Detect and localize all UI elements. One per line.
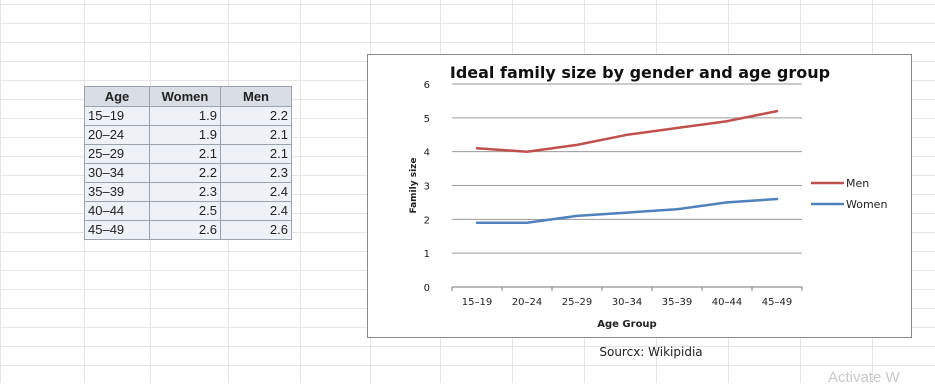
cell-age[interactable]: 15–19 bbox=[84, 106, 150, 126]
cell-men[interactable]: 2.3 bbox=[220, 163, 292, 183]
cell-age[interactable]: 25–29 bbox=[84, 144, 150, 164]
header-women[interactable]: Women bbox=[149, 86, 221, 107]
x-tick-label: 45–49 bbox=[762, 297, 792, 308]
y-tick-label: 6 bbox=[424, 80, 430, 91]
table-row: 40–44 2.5 2.4 bbox=[84, 201, 292, 221]
table-row: 25–29 2.1 2.1 bbox=[84, 144, 292, 164]
table-row: 30–34 2.2 2.3 bbox=[84, 163, 292, 183]
legend-label: Men bbox=[846, 177, 869, 190]
cell-men[interactable]: 2.1 bbox=[220, 144, 292, 164]
cell-age[interactable]: 30–34 bbox=[84, 163, 150, 183]
series-line-men bbox=[475, 109, 779, 153]
cell-men[interactable]: 2.2 bbox=[220, 106, 292, 126]
x-tick-label: 25–29 bbox=[562, 297, 592, 308]
y-tick-label: 4 bbox=[424, 148, 430, 159]
x-tick-label: 35–39 bbox=[662, 297, 692, 308]
cell-men[interactable]: 2.1 bbox=[220, 125, 292, 145]
legend-label: Women bbox=[846, 198, 887, 211]
x-tick-label: 20–24 bbox=[512, 297, 542, 308]
chart-object[interactable]: Ideal family size by gender and age grou… bbox=[367, 54, 912, 338]
cell-age[interactable]: 20–24 bbox=[84, 125, 150, 145]
y-tick-label: 2 bbox=[424, 215, 430, 226]
cell-age[interactable]: 35–39 bbox=[84, 182, 150, 202]
x-axis-label: Age Group bbox=[597, 319, 656, 330]
y-tick-label: 1 bbox=[424, 249, 430, 260]
x-tick-label: 30–34 bbox=[612, 297, 642, 308]
cell-age[interactable]: 40–44 bbox=[84, 201, 150, 221]
cell-women[interactable]: 2.1 bbox=[149, 144, 221, 164]
cell-men[interactable]: 2.4 bbox=[220, 201, 292, 221]
cell-women[interactable]: 2.6 bbox=[149, 220, 221, 240]
cell-women[interactable]: 2.2 bbox=[149, 163, 221, 183]
table-header-row: Age Women Men bbox=[84, 86, 292, 107]
cell-men[interactable]: 2.4 bbox=[220, 182, 292, 202]
cell-women[interactable]: 2.3 bbox=[149, 182, 221, 202]
chart-title: Ideal family size by gender and age grou… bbox=[450, 63, 830, 82]
data-table: Age Women Men 15–19 1.9 2.2 20–24 1.9 2.… bbox=[84, 86, 292, 240]
cell-women[interactable]: 1.9 bbox=[149, 106, 221, 126]
x-tick-label: 40–44 bbox=[712, 297, 742, 308]
series-line-women bbox=[475, 197, 779, 224]
y-tick-label: 0 bbox=[424, 283, 430, 294]
y-axis-label: Family size bbox=[409, 157, 419, 213]
cell-age[interactable]: 45–49 bbox=[84, 220, 150, 240]
header-age[interactable]: Age bbox=[84, 86, 150, 107]
table-row: 35–39 2.3 2.4 bbox=[84, 182, 292, 202]
table-row: 15–19 1.9 2.2 bbox=[84, 106, 292, 126]
line-chart: Ideal family size by gender and age grou… bbox=[409, 63, 887, 330]
header-men[interactable]: Men bbox=[220, 86, 292, 107]
x-tick-label: 15–19 bbox=[462, 297, 492, 308]
y-tick-label: 5 bbox=[424, 114, 430, 125]
y-tick-label: 3 bbox=[424, 182, 430, 193]
table-row: 45–49 2.6 2.6 bbox=[84, 220, 292, 240]
cell-women[interactable]: 2.5 bbox=[149, 201, 221, 221]
activation-watermark: Activate W bbox=[828, 369, 900, 386]
source-note: Sourcx: Wikipidia bbox=[599, 345, 703, 359]
table-row: 20–24 1.9 2.1 bbox=[84, 125, 292, 145]
cell-women[interactable]: 1.9 bbox=[149, 125, 221, 145]
cell-men[interactable]: 2.6 bbox=[220, 220, 292, 240]
